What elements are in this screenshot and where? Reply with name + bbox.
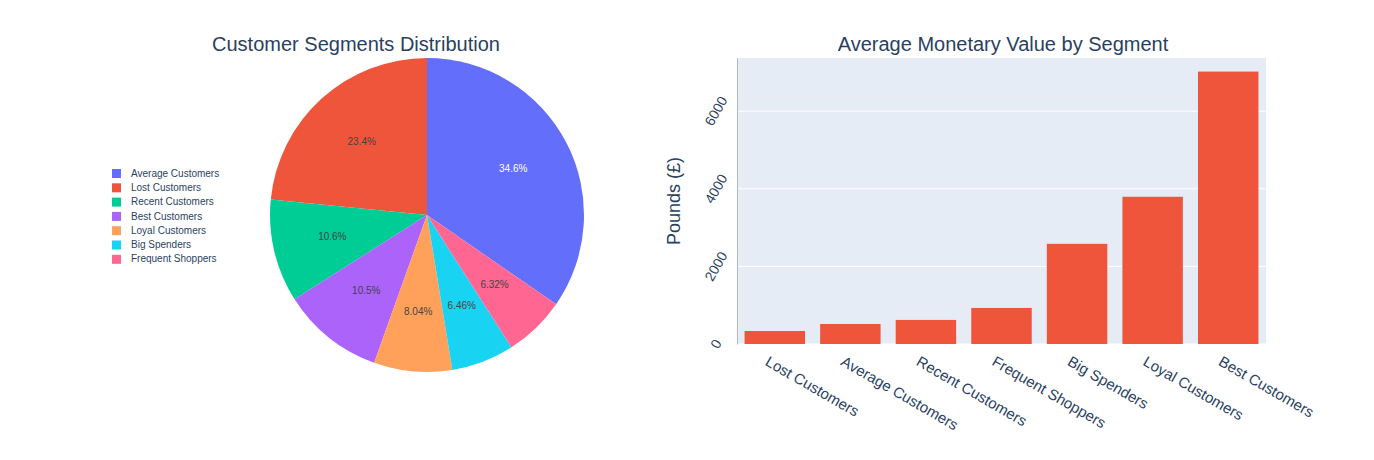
legend-swatch	[112, 255, 121, 264]
y-tick-label: 6000	[701, 93, 731, 128]
legend-label: Lost Customers	[131, 182, 201, 193]
pie-chart: Customer Segments Distribution 34.6% 23.4%…	[112, 33, 584, 372]
y-axis-title: Pounds (£)	[664, 157, 684, 245]
legend-label: Big Spenders	[131, 239, 191, 250]
data-label: 10.6%	[318, 231, 346, 242]
x-axis: Lost CustomersAverage CustomersRecent Cu…	[738, 344, 1317, 433]
x-tick: Frequent Shoppers	[989, 344, 1109, 431]
bar	[1047, 244, 1107, 344]
pie-slice	[271, 58, 427, 215]
x-axis-line	[738, 344, 1267, 345]
y-tick: 2000	[701, 249, 737, 284]
legend-swatch	[112, 169, 121, 178]
y-tick-label: 4000	[701, 171, 731, 206]
data-label: 8.04%	[404, 306, 432, 317]
x-tick: Recent Customers	[914, 344, 1030, 429]
bar	[1198, 72, 1258, 344]
legend-item: Big Spenders	[112, 239, 191, 250]
bar	[1122, 197, 1182, 344]
bars	[745, 72, 1259, 344]
data-label: 6.32%	[480, 279, 508, 290]
legend-label: Best Customers	[131, 211, 202, 222]
pie-slice	[427, 215, 556, 347]
y-tick: 6000	[701, 93, 737, 128]
grid	[737, 111, 1266, 344]
data-label: 34.6%	[499, 163, 527, 174]
data-label: 10.5%	[352, 285, 380, 296]
chart-title: Average Monetary Value by Segment	[838, 33, 1169, 55]
x-tick-label: Big Spenders	[1065, 352, 1151, 412]
bar	[745, 331, 805, 344]
bar	[971, 308, 1031, 344]
legend-swatch	[112, 241, 121, 250]
legend-item: Recent Customers	[112, 196, 214, 207]
plot-background	[737, 58, 1266, 344]
x-tick: Big Spenders	[1065, 344, 1151, 412]
grid-line	[737, 266, 1266, 267]
data-label: 23.4%	[347, 136, 375, 147]
bar	[896, 320, 956, 344]
y-tick-label: 2000	[701, 249, 731, 284]
y-axis-line	[737, 59, 738, 345]
chart-title: Customer Segments Distribution	[212, 33, 500, 55]
y-tick-label: 0	[707, 336, 725, 351]
y-tick: 0	[707, 336, 737, 351]
bar-chart: Average Monetary Value by Segment 0 2000 40…	[664, 33, 1317, 433]
legend-label: Frequent Shoppers	[131, 253, 217, 264]
legend: Average Customers Lost Customers Recent Cu…	[112, 168, 219, 265]
bar	[820, 324, 880, 344]
legend-label: Loyal Customers	[131, 225, 206, 236]
legend-item: Frequent Shoppers	[112, 253, 217, 264]
pie-slices: 34.6% 23.4% 10.6% 10.5% 8.04% 6.46% 6.32%	[270, 58, 584, 372]
y-axis: 0 2000 4000 6000	[701, 59, 737, 352]
legend-label: Average Customers	[131, 168, 219, 179]
legend-item: Loyal Customers	[112, 225, 206, 236]
legend-label: Recent Customers	[131, 196, 214, 207]
x-tick: Best Customers	[1216, 344, 1317, 420]
x-tick-label: Best Customers	[1216, 352, 1317, 420]
grid-line	[737, 111, 1266, 112]
legend-item: Best Customers	[112, 211, 202, 222]
legend-swatch	[112, 183, 121, 192]
x-tick: Average Customers	[838, 344, 961, 433]
legend-swatch	[112, 198, 121, 207]
legend-swatch	[112, 212, 121, 221]
legend-swatch	[112, 226, 121, 235]
legend-item: Lost Customers	[112, 182, 201, 193]
legend-item: Average Customers	[112, 168, 219, 179]
grid-line	[737, 188, 1266, 189]
data-label: 6.46%	[448, 300, 476, 311]
y-tick: 4000	[701, 171, 737, 206]
